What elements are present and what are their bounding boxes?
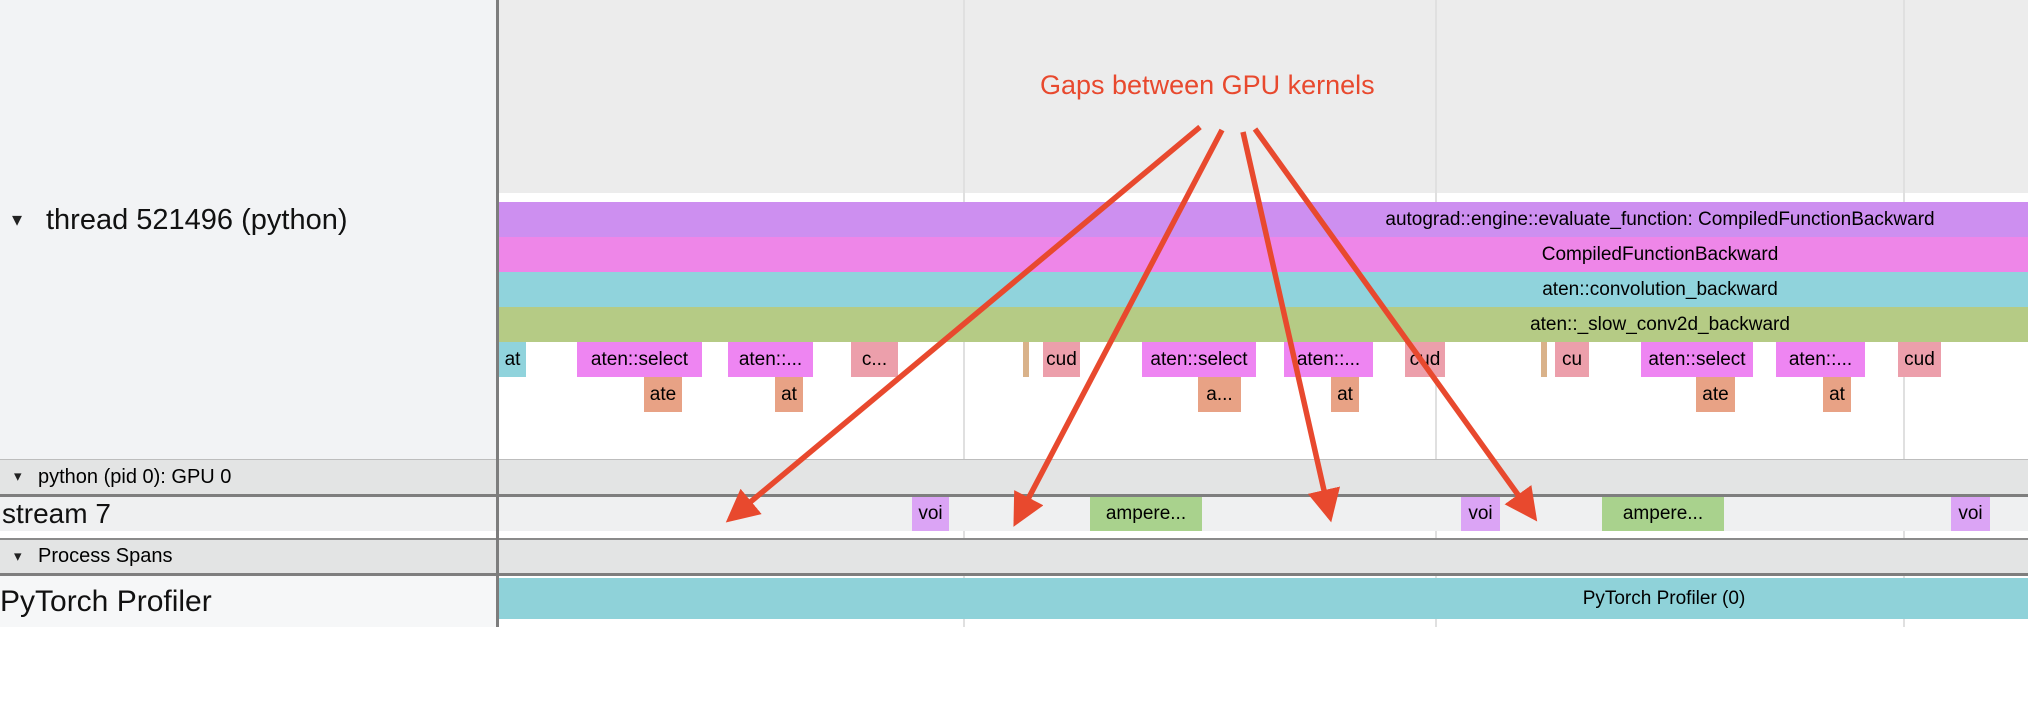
- slice-span[interactable]: cu: [1555, 342, 1589, 377]
- slice-span[interactable]: [1541, 342, 1547, 377]
- slice-span[interactable]: c...: [851, 342, 898, 377]
- process-spans-header[interactable]: ▾ Process Spans: [0, 538, 2028, 576]
- slice-span[interactable]: a...: [1198, 377, 1241, 412]
- slice-span[interactable]: aten::...: [1284, 342, 1373, 377]
- slice-span[interactable]: aten::select: [577, 342, 702, 377]
- collapse-triangle-icon[interactable]: ▾: [14, 468, 22, 485]
- process-header-label: python (pid 0): GPU 0: [38, 466, 232, 488]
- profiler-track-label: PyTorch Profiler: [0, 585, 212, 618]
- slice-span[interactable]: aten::...: [1776, 342, 1865, 377]
- sidebar-profiler-background: [0, 576, 496, 627]
- gpu-kernel-span[interactable]: ampere...: [1090, 497, 1202, 531]
- slice-span[interactable]: at: [499, 342, 526, 377]
- slice-bar[interactable]: aten::convolution_backward: [499, 272, 2028, 307]
- process-spans-header-label: Process Spans: [38, 545, 173, 567]
- profiler-span-label: PyTorch Profiler (0): [1582, 588, 1746, 609]
- slice-span[interactable]: [1023, 342, 1029, 377]
- slice-span[interactable]: ate: [1696, 377, 1735, 412]
- slice-bar-label: CompiledFunctionBackward: [1541, 244, 1779, 265]
- slice-span[interactable]: aten::select: [1142, 342, 1256, 377]
- gpu-kernel-span[interactable]: ampere...: [1602, 497, 1724, 531]
- slice-bar[interactable]: aten::_slow_conv2d_backward: [499, 307, 2028, 342]
- slice-span[interactable]: cud: [1043, 342, 1080, 377]
- thread-track-header[interactable]: ▾ thread 521496 (python): [0, 202, 496, 238]
- sidebar-thread-background: [0, 0, 496, 459]
- slice-span[interactable]: aten::...: [728, 342, 813, 377]
- slice-bar[interactable]: CompiledFunctionBackward: [499, 237, 2028, 272]
- slice-span[interactable]: at: [1331, 377, 1359, 412]
- profiler-span[interactable]: PyTorch Profiler (0): [499, 578, 2028, 619]
- slice-span[interactable]: cud: [1898, 342, 1941, 377]
- slice-span[interactable]: at: [1823, 377, 1851, 412]
- slice-span[interactable]: ate: [644, 377, 682, 412]
- gpu-kernel-span[interactable]: voi: [1951, 497, 1990, 531]
- slice-bar-label: aten::convolution_backward: [1542, 279, 1778, 300]
- slice-span[interactable]: cud: [1405, 342, 1445, 377]
- slice-bar-label: autograd::engine::evaluate_function: Com…: [1385, 209, 1935, 230]
- collapse-triangle-icon[interactable]: ▾: [14, 548, 22, 565]
- annotation-text: Gaps between GPU kernels: [1040, 70, 1375, 100]
- thread-track-label: thread 521496 (python): [46, 204, 348, 236]
- gpu-kernel-span[interactable]: voi: [912, 497, 949, 531]
- slice-bar-label: aten::_slow_conv2d_backward: [1530, 314, 1790, 335]
- process-header-gpu0[interactable]: ▾ python (pid 0): GPU 0: [0, 459, 2028, 497]
- sidebar-divider: [496, 0, 499, 627]
- stream7-track: stream 7 voi ampere... voi ampere... voi: [0, 497, 2028, 531]
- stream7-track-label: stream 7: [2, 498, 111, 529]
- collapse-triangle-icon[interactable]: ▾: [12, 209, 23, 231]
- slice-span[interactable]: aten::select: [1641, 342, 1753, 377]
- slice-span[interactable]: at: [775, 377, 803, 412]
- slice-bar[interactable]: autograd::engine::evaluate_function: Com…: [499, 202, 2028, 237]
- gpu-kernel-span[interactable]: voi: [1461, 497, 1500, 531]
